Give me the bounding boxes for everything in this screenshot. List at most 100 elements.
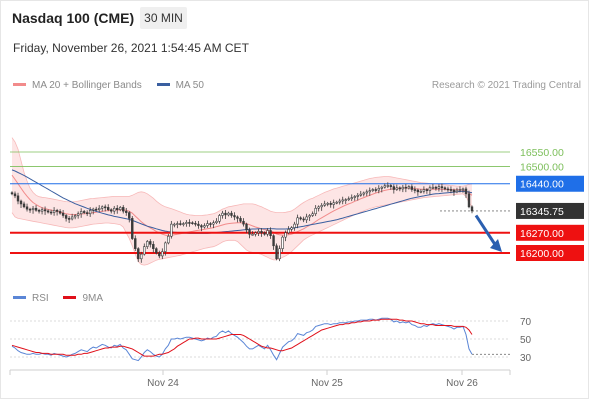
pivot-level-tag: [516, 175, 584, 192]
candle-body: [34, 207, 38, 211]
candle-body: [431, 186, 435, 189]
candle-body: [191, 222, 194, 224]
x-tick-label: Nov 25: [311, 378, 343, 389]
rsi-tick-label: 70: [520, 317, 532, 328]
candle-body: [110, 209, 113, 212]
candle-body: [416, 189, 420, 193]
candle-body: [254, 232, 257, 235]
candle-body: [28, 208, 32, 211]
candle-body: [100, 206, 104, 209]
ma50-swatch: [156, 82, 170, 86]
legend-item-ma20: MA 20 + Bollinger Bands: [13, 80, 142, 91]
timestamp: Friday, November 26, 2021 1:54:45 AM CET: [13, 41, 249, 55]
candle-body: [293, 223, 296, 228]
bollinger-upper-line: [11, 137, 473, 216]
candle-body: [122, 207, 125, 212]
candle-body: [380, 186, 384, 189]
candle-body: [94, 208, 98, 211]
legend-item-rsi: RSI: [13, 293, 49, 304]
current-price-tag: [516, 202, 584, 219]
candle-body: [365, 191, 368, 194]
timeframe-button[interactable]: 30 MIN: [140, 7, 187, 29]
candle-body: [419, 190, 423, 193]
rsi-tick-label: 50: [520, 335, 532, 346]
candle-body: [398, 187, 402, 190]
candle-body: [353, 196, 356, 198]
candle-body: [329, 203, 332, 205]
candle-body: [152, 244, 155, 249]
candle-body: [22, 203, 26, 208]
candle-body: [377, 188, 380, 191]
candle-body: [455, 189, 459, 193]
candle-body: [73, 215, 77, 218]
candle-body: [64, 215, 68, 219]
candle-body: [137, 248, 140, 260]
candle-body: [227, 212, 230, 216]
price-panel: 16550.00 16500.00 16440.00 16345.75 16270.00…: [10, 137, 584, 266]
time-axis: Nov 24 Nov 25 Nov 26: [9, 369, 511, 389]
candle-body: [338, 200, 341, 203]
candle-body: [239, 218, 242, 222]
candle-body: [371, 189, 374, 191]
candle-body: [236, 216, 239, 219]
candle-body: [287, 229, 290, 234]
candle-body: [284, 232, 287, 238]
price-legend: MA 20 + Bollinger Bands MA 50: [13, 80, 216, 91]
candle-body: [335, 201, 338, 204]
candle-body: [140, 253, 143, 260]
candle-body: [470, 206, 474, 212]
candle-body: [467, 193, 471, 208]
candle-body: [49, 211, 53, 214]
candle-body: [413, 189, 417, 191]
candle-body: [82, 211, 86, 213]
candle-body: [131, 218, 134, 239]
candle-body: [323, 203, 326, 206]
candle-body: [425, 189, 429, 191]
resistance-level-label: 16500.00: [520, 161, 564, 173]
candle-body: [85, 212, 89, 215]
candle-body: [113, 207, 116, 212]
candle-body: [233, 215, 236, 218]
candle-body: [242, 220, 245, 225]
candle-body: [197, 223, 200, 226]
candle-body: [170, 223, 173, 237]
candle-body: [332, 202, 335, 205]
candle-body: [221, 212, 224, 216]
candle-body: [299, 217, 302, 220]
candle-body: [404, 186, 408, 189]
candle-body: [362, 192, 365, 195]
candle-body: [275, 245, 278, 260]
candle-body: [128, 212, 131, 219]
candle-body: [224, 212, 227, 216]
candle-body: [251, 233, 254, 236]
candle-body: [401, 186, 405, 190]
candle-body: [428, 187, 432, 191]
candle-body: [203, 225, 206, 228]
candle-body: [25, 206, 29, 210]
candle-body: [452, 189, 456, 193]
candle-body: [107, 207, 110, 211]
candle-body: [149, 241, 152, 245]
candle-body: [407, 186, 411, 189]
support-level-tag: [516, 224, 584, 241]
candle-body: [248, 229, 251, 235]
rsi-swatch: [13, 295, 26, 299]
rsi-panel: 70 50 30: [10, 317, 532, 364]
candle-body: [230, 212, 233, 216]
candle-body: [70, 216, 74, 220]
candle-body: [314, 207, 317, 215]
candle-body: [341, 199, 344, 202]
candle-body: [461, 188, 465, 191]
candle-body: [215, 220, 218, 223]
candle-body: [19, 200, 23, 205]
candle-body: [449, 189, 453, 191]
candle-body: [410, 186, 414, 190]
candle-body: [302, 218, 305, 221]
candle-body: [272, 235, 275, 247]
legend-label-9ma: 9MA: [82, 293, 104, 304]
ma50-line: [11, 169, 473, 234]
candle-body: [320, 205, 323, 208]
forecast-arrow-shaft: [474, 214, 498, 247]
candle-body: [356, 194, 359, 197]
